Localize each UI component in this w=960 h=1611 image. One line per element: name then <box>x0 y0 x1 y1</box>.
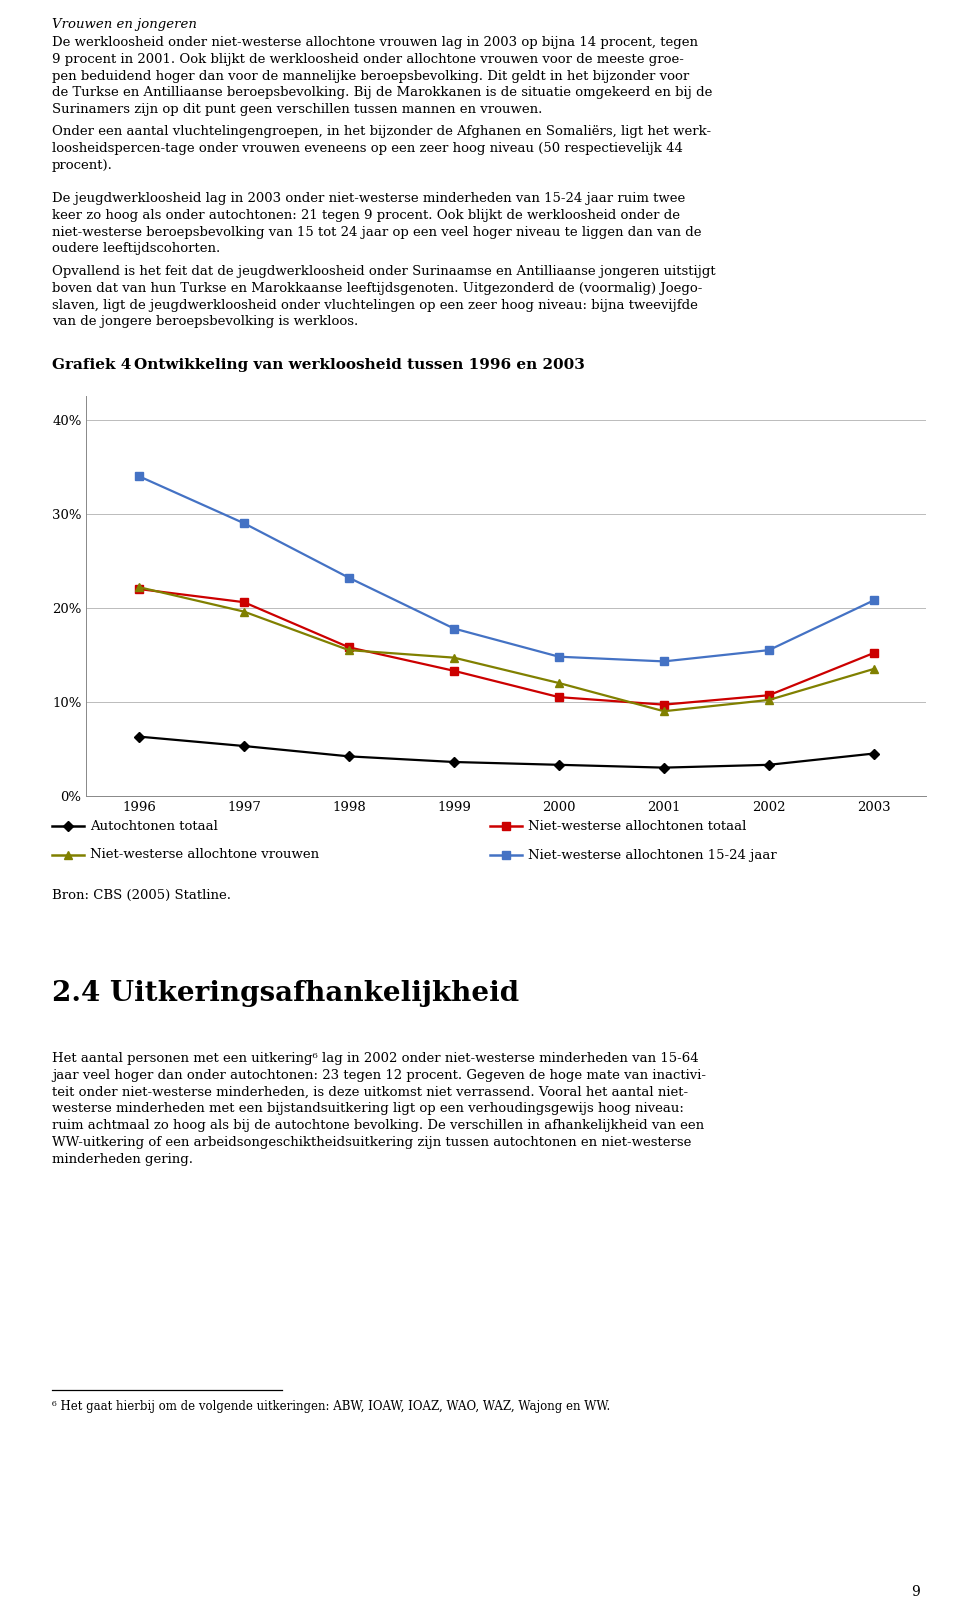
Text: Vrouwen en jongeren: Vrouwen en jongeren <box>52 18 197 31</box>
Text: Opvallend is het feit dat de jeugdwerkloosheid onder Surinaamse en Antilliaanse : Opvallend is het feit dat de jeugdwerklo… <box>52 264 715 329</box>
Text: Onder een aantal vluchtelingengroepen, in het bijzonder de Afghanen en Somaliërs: Onder een aantal vluchtelingengroepen, i… <box>52 126 711 172</box>
Text: 2.4 Uitkeringsafhankelijkheid: 2.4 Uitkeringsafhankelijkheid <box>52 979 519 1007</box>
Text: De werkloosheid onder niet-westerse allochtone vrouwen lag in 2003 op bijna 14 p: De werkloosheid onder niet-westerse allo… <box>52 35 712 116</box>
Text: De jeugdwerkloosheid lag in 2003 onder niet-westerse minderheden van 15-24 jaar : De jeugdwerkloosheid lag in 2003 onder n… <box>52 192 702 256</box>
Text: ⁶ Het gaat hierbij om de volgende uitkeringen: ABW, IOAW, IOAZ, WAO, WAZ, Wajong: ⁶ Het gaat hierbij om de volgende uitker… <box>52 1400 611 1413</box>
Text: Niet-westerse allochtonen 15-24 jaar: Niet-westerse allochtonen 15-24 jaar <box>528 849 777 862</box>
Text: Ontwikkeling van werkloosheid tussen 1996 en 2003: Ontwikkeling van werkloosheid tussen 199… <box>134 358 585 372</box>
Text: 9: 9 <box>911 1585 920 1600</box>
Text: Niet-westerse allochtone vrouwen: Niet-westerse allochtone vrouwen <box>90 849 319 862</box>
Text: Bron: CBS (2005) Statline.: Bron: CBS (2005) Statline. <box>52 889 231 902</box>
Text: Niet-westerse allochtonen totaal: Niet-westerse allochtonen totaal <box>528 820 746 833</box>
Text: Grafiek 4: Grafiek 4 <box>52 358 132 372</box>
Text: Het aantal personen met een uitkering⁶ lag in 2002 onder niet-westerse minderhed: Het aantal personen met een uitkering⁶ l… <box>52 1052 706 1166</box>
Text: Autochtonen totaal: Autochtonen totaal <box>90 820 218 833</box>
